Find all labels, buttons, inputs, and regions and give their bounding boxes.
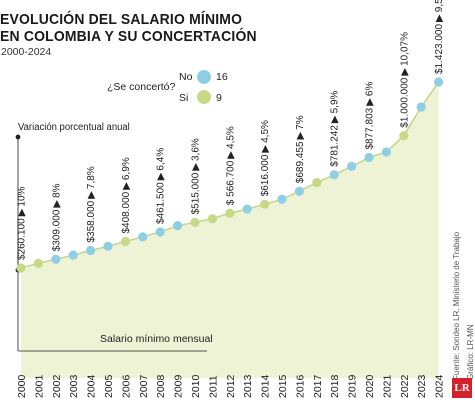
year-label-2022: 2022 <box>399 374 411 398</box>
data-label-2008: $461.500▶6,4% <box>156 148 167 224</box>
year-label-2019: 2019 <box>347 374 359 398</box>
point-2008 <box>155 227 165 237</box>
data-label-2016: $689.455▶7% <box>295 115 306 183</box>
data-label-2012: $ 566.700▶4,5% <box>225 126 236 205</box>
year-label-2006: 2006 <box>120 374 132 398</box>
point-2007 <box>138 232 148 242</box>
variation-annotation: Variación porcentual anual <box>18 122 130 133</box>
point-2017 <box>312 178 322 188</box>
data-label-2000: $260.100▶10% <box>17 186 28 260</box>
series-label: Salario mínimo mensual <box>100 333 213 345</box>
credit-note: Gráfico: LR-MN <box>466 324 475 380</box>
year-label-2023: 2023 <box>416 374 428 398</box>
point-2023 <box>416 102 426 112</box>
point-2005 <box>103 241 113 251</box>
year-label-2017: 2017 <box>312 374 324 398</box>
point-2015 <box>277 194 287 204</box>
point-2003 <box>68 250 78 260</box>
point-2022 <box>399 131 409 141</box>
year-label-2013: 2013 <box>242 374 254 398</box>
point-2010 <box>190 217 200 227</box>
legend-count-si: 9 <box>216 92 222 104</box>
data-label-2006: $408.000▶6,9% <box>121 157 132 233</box>
year-label-2007: 2007 <box>138 374 150 398</box>
source-note: Fuente: Sondeo LR, Ministerio de Trabajo <box>452 231 461 380</box>
point-2016 <box>294 186 304 196</box>
data-label-2024: $1.423.000▶9,54% <box>434 0 445 74</box>
data-label-2022: $1.000.000▶10,07% <box>399 32 410 128</box>
year-label-2012: 2012 <box>225 374 237 398</box>
data-label-2014: $616.000▶4,5% <box>260 120 271 196</box>
year-label-2018: 2018 <box>329 374 341 398</box>
salary-area <box>21 82 439 378</box>
chart-title-line-2: EN COLOMBIA Y SU CONCERTACIÓN <box>0 28 257 45</box>
year-label-2021: 2021 <box>381 374 393 398</box>
point-2024 <box>434 77 444 87</box>
year-label-2009: 2009 <box>173 374 185 398</box>
point-2014 <box>260 199 270 209</box>
legend-dot-no <box>197 70 211 84</box>
year-label-2010: 2010 <box>190 374 202 398</box>
point-2021 <box>381 147 391 157</box>
legend-label-si: Si <box>179 92 189 104</box>
year-label-2011: 2011 <box>207 375 219 398</box>
point-2018 <box>329 170 339 180</box>
data-label-2020: $877.803▶6% <box>365 82 376 150</box>
chart-title-line-1: EVOLUCIÓN DEL SALARIO MÍNIMO <box>0 11 243 28</box>
legend-question: ¿Se concertó? <box>107 81 176 93</box>
legend-label-no: No <box>179 71 193 83</box>
lr-logo: LR <box>452 378 472 398</box>
data-label-2002: $309.000▶8% <box>51 183 62 251</box>
point-2019 <box>347 161 357 171</box>
point-2000 <box>16 263 26 273</box>
year-label-2024: 2024 <box>434 374 446 398</box>
year-label-2004: 2004 <box>86 374 98 398</box>
point-2011 <box>207 214 217 224</box>
year-label-2000: 2000 <box>16 374 28 398</box>
point-2013 <box>242 204 252 214</box>
year-label-2015: 2015 <box>277 374 289 398</box>
year-label-2020: 2020 <box>364 374 376 398</box>
point-2002 <box>51 254 61 264</box>
data-label-2010: $515.000▶3,6% <box>191 138 202 214</box>
year-label-2001: 2001 <box>33 374 45 398</box>
data-label-2004: $358.000▶7,8% <box>86 166 97 242</box>
point-2009 <box>173 221 183 231</box>
year-label-2002: 2002 <box>51 374 63 398</box>
point-2001 <box>33 258 44 268</box>
year-label-2016: 2016 <box>294 374 306 398</box>
data-label-2018: $781.242▶5,9% <box>330 90 341 166</box>
point-2004 <box>86 245 96 256</box>
point-2012 <box>225 208 235 218</box>
chart-subtitle: 2000-2024 <box>1 46 52 58</box>
point-2006 <box>120 236 130 247</box>
year-label-2008: 2008 <box>155 374 167 398</box>
legend-count-no: 16 <box>216 71 228 83</box>
year-label-2014: 2014 <box>260 374 272 398</box>
year-label-2003: 2003 <box>68 374 80 398</box>
year-label-2005: 2005 <box>103 374 115 398</box>
legend-dot-si <box>197 90 211 104</box>
point-2020 <box>364 152 374 163</box>
